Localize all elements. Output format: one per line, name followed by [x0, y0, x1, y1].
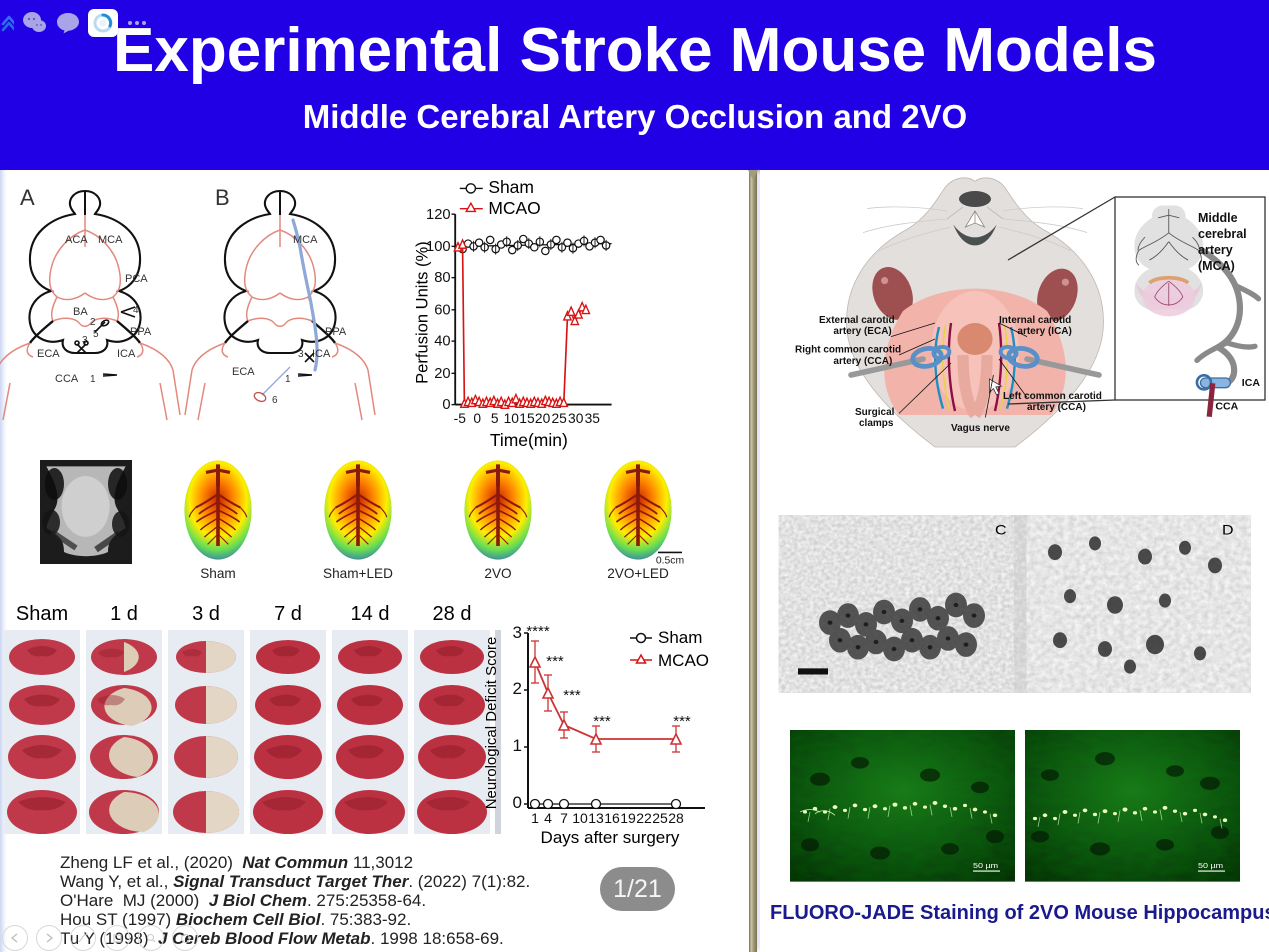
svg-text:1: 1: [513, 736, 522, 755]
svg-text:Sham: Sham: [16, 603, 68, 625]
svg-text:MCA: MCA: [98, 234, 123, 246]
svg-text:Time(min): Time(min): [490, 430, 568, 450]
svg-text:Right common carotid: Right common carotid: [795, 345, 901, 356]
svg-text:50 µm: 50 µm: [1198, 861, 1223, 869]
svg-text:0.5cm: 0.5cm: [656, 556, 684, 567]
svg-text:Vagus nerve: Vagus nerve: [951, 423, 1010, 434]
svg-text:External carotid: External carotid: [819, 315, 895, 326]
svg-text:120: 120: [426, 207, 451, 223]
svg-text:MCAO: MCAO: [658, 651, 709, 670]
svg-text:3: 3: [513, 623, 522, 642]
svg-text:80: 80: [434, 270, 450, 286]
svg-text:Middle: Middle: [1198, 211, 1238, 225]
svg-text:14 d: 14 d: [351, 603, 390, 625]
svg-text:2: 2: [90, 317, 96, 328]
svg-text:Surgical: Surgical: [855, 407, 895, 418]
svg-text:***: ***: [546, 653, 564, 670]
svg-text:artery (CCA): artery (CCA): [833, 356, 892, 367]
svg-text:3 d: 3 d: [192, 603, 220, 625]
svg-text:3: 3: [298, 349, 304, 360]
svg-text:2VO: 2VO: [484, 566, 511, 581]
svg-text:D: D: [1222, 522, 1234, 538]
svg-text:25: 25: [652, 810, 668, 826]
svg-text:-5: -5: [454, 411, 467, 426]
svg-text:0: 0: [473, 411, 481, 426]
svg-text:B: B: [215, 185, 230, 210]
svg-text:1: 1: [531, 810, 539, 826]
svg-text:Neurological Deficit Score: Neurological Deficit Score: [483, 637, 500, 810]
svg-text:ECA: ECA: [232, 366, 255, 378]
svg-text:PPA: PPA: [325, 326, 347, 338]
svg-text:1: 1: [285, 374, 291, 385]
svg-text:20: 20: [434, 366, 450, 382]
svg-text:MCA: MCA: [293, 234, 318, 246]
svg-text:Sham+LED: Sham+LED: [323, 566, 393, 581]
svg-text:ICA: ICA: [312, 348, 331, 360]
svg-text:20: 20: [535, 411, 551, 426]
svg-text:Days after surgery: Days after surgery: [541, 828, 680, 847]
svg-text:artery (CCA): artery (CCA): [1027, 402, 1086, 413]
svg-text:Sham: Sham: [658, 628, 702, 647]
svg-text:30: 30: [568, 411, 584, 426]
svg-text:28: 28: [668, 810, 684, 826]
svg-text:15: 15: [519, 411, 535, 426]
svg-text:28 d: 28 d: [433, 603, 472, 625]
svg-text:2VO+LED: 2VO+LED: [607, 566, 669, 581]
svg-text:7 d: 7 d: [274, 603, 302, 625]
svg-text:50 µm: 50 µm: [973, 861, 998, 869]
svg-text:1 d: 1 d: [110, 603, 138, 625]
svg-text:****: ****: [526, 623, 550, 640]
svg-text:10: 10: [572, 810, 588, 826]
svg-text:25: 25: [551, 411, 567, 426]
svg-text:0: 0: [513, 793, 522, 812]
svg-text:(MCA): (MCA): [1198, 259, 1235, 273]
svg-text:cerebral: cerebral: [1198, 227, 1247, 241]
svg-text:PCA: PCA: [125, 273, 148, 285]
svg-text:35: 35: [585, 411, 601, 426]
svg-text:Internal carotid: Internal carotid: [999, 315, 1071, 326]
svg-text:1: 1: [90, 374, 96, 385]
svg-text:clamps: clamps: [859, 418, 894, 429]
svg-text:PPA: PPA: [130, 326, 152, 338]
svg-text:60: 60: [434, 302, 450, 318]
svg-text:ACA: ACA: [65, 234, 88, 246]
svg-text:6: 6: [272, 395, 278, 406]
svg-text:ICA: ICA: [117, 348, 136, 360]
svg-text:artery (ECA): artery (ECA): [833, 326, 891, 337]
svg-text:C: C: [995, 522, 1007, 538]
svg-text:Left common carotid: Left common carotid: [1003, 391, 1102, 402]
svg-text:4: 4: [544, 810, 552, 826]
svg-text:13: 13: [588, 810, 604, 826]
svg-text:Perfusion Units (%): Perfusion Units (%): [413, 241, 432, 384]
svg-text:CCA: CCA: [1215, 401, 1238, 413]
svg-text:ECA: ECA: [37, 348, 60, 360]
svg-text:22: 22: [636, 810, 652, 826]
svg-text:***: ***: [673, 713, 691, 730]
svg-text:Sham: Sham: [200, 566, 236, 581]
svg-text:***: ***: [563, 687, 581, 704]
svg-text:***: ***: [593, 713, 611, 730]
svg-text:19: 19: [620, 810, 636, 826]
svg-text:5: 5: [491, 411, 499, 426]
svg-text:CCA: CCA: [55, 373, 79, 385]
svg-text:16: 16: [604, 810, 620, 826]
svg-text:artery: artery: [1198, 243, 1233, 257]
svg-text:Sham: Sham: [488, 177, 534, 197]
svg-text:MCAO: MCAO: [488, 198, 540, 218]
svg-text:BA: BA: [73, 306, 88, 318]
svg-text:40: 40: [434, 334, 450, 350]
svg-text:0: 0: [442, 397, 450, 413]
svg-text:A: A: [20, 185, 35, 210]
svg-text:ICA: ICA: [1242, 377, 1261, 389]
svg-text:2: 2: [513, 679, 522, 698]
svg-text:10: 10: [504, 411, 520, 426]
svg-text:7: 7: [560, 810, 568, 826]
